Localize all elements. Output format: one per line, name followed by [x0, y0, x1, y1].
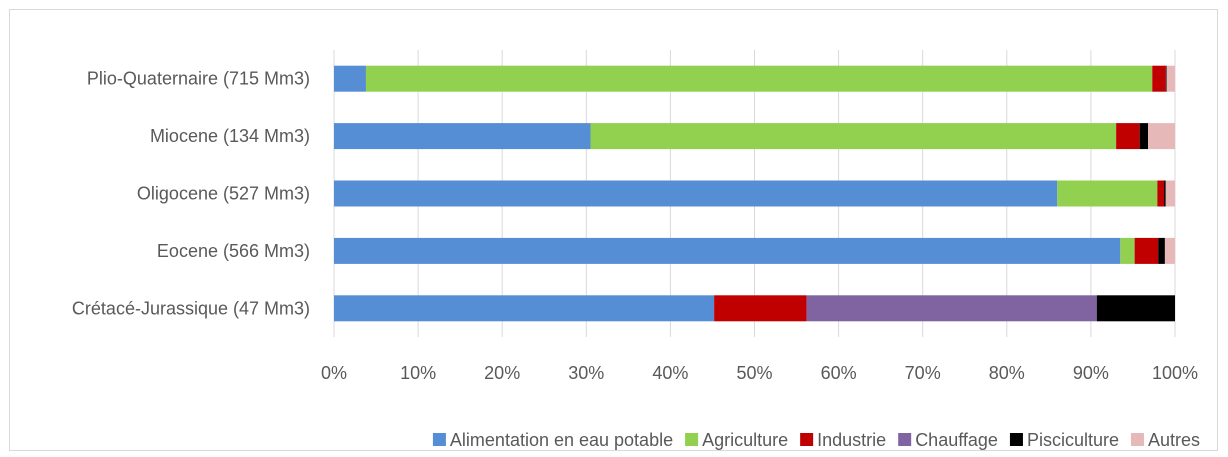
category-label: Miocene (134 Mm3) [150, 126, 310, 146]
legend-item: Alimentation en eau potable [432, 430, 673, 450]
category-label: Plio-Quaternaire (715 Mm3) [87, 69, 310, 89]
x-tick-label: 10% [400, 363, 436, 383]
bar-industrie-0 [1152, 65, 1166, 92]
legend-swatch [898, 433, 912, 446]
x-tick-label: 0% [321, 363, 347, 383]
bar-chauffage-4 [806, 295, 1097, 322]
category-labels: Plio-Quaternaire (715 Mm3) Miocene (134 M… [72, 69, 310, 319]
x-tick-label: 80% [989, 363, 1025, 383]
bar-pisciculture-3 [1158, 237, 1165, 264]
bar-autres-3 [1164, 237, 1175, 264]
legend: Alimentation en eau potable Agriculture In… [432, 430, 1200, 450]
bar-pisciculture-4 [1096, 295, 1175, 322]
legend-label: Agriculture [702, 430, 788, 450]
x-tick-label: 40% [652, 363, 688, 383]
category-label: Eocene (566 Mm3) [157, 241, 310, 261]
legend-item: Industrie [800, 430, 886, 450]
category-label: Oligocene (527 Mm3) [137, 184, 310, 204]
bar-agriculture-3 [1120, 237, 1135, 264]
legend-item: Pisciculture [1009, 430, 1119, 450]
bar-autres-2 [1165, 180, 1175, 207]
legend-item: Autres [1130, 430, 1200, 450]
bars [334, 65, 1175, 322]
bar-autres-0 [1166, 65, 1175, 92]
bar-pisciculture-0 [1165, 65, 1167, 92]
legend-label: Chauffage [915, 430, 998, 450]
bar-alimentation-en-eau-potable-4 [334, 295, 715, 322]
legend-swatch [1130, 433, 1144, 446]
bar-agriculture-1 [590, 123, 1117, 150]
x-tick-labels: 0% 10% 20% 30% 40% 50% 60% 70% 80% 90% 100% [321, 363, 1198, 383]
x-tick-label: 70% [905, 363, 941, 383]
x-tick-label: 50% [736, 363, 772, 383]
bar-alimentation-en-eau-potable-2 [334, 180, 1058, 207]
legend-swatch [800, 433, 814, 446]
bar-industrie-3 [1134, 237, 1159, 264]
category-label: Crétacé-Jurassique (47 Mm3) [72, 298, 310, 318]
x-tick-label: 100% [1152, 363, 1198, 383]
bar-pisciculture-2 [1164, 180, 1166, 207]
legend-swatch [685, 433, 699, 446]
bar-alimentation-en-eau-potable-3 [334, 237, 1121, 264]
legend-item: Chauffage [898, 430, 998, 450]
x-tick-label: 60% [821, 363, 857, 383]
bar-industrie-2 [1157, 180, 1165, 207]
bar-pisciculture-1 [1139, 123, 1149, 150]
legend-label: Industrie [817, 430, 886, 450]
x-tick-label: 90% [1073, 363, 1109, 383]
bar-industrie-4 [714, 295, 807, 322]
legend-label: Pisciculture [1027, 430, 1119, 450]
legend-item: Agriculture [685, 430, 788, 450]
bar-alimentation-en-eau-potable-1 [334, 123, 591, 150]
legend-swatch [1009, 433, 1023, 446]
bar-industrie-1 [1116, 123, 1140, 150]
legend-label: Alimentation en eau potable [450, 430, 673, 450]
legend-swatch [432, 433, 446, 446]
x-tick-label: 20% [484, 363, 520, 383]
x-tick-label: 30% [568, 363, 604, 383]
bar-agriculture-2 [1057, 180, 1158, 207]
bar-alimentation-en-eau-potable-0 [334, 65, 366, 92]
bar-autres-1 [1148, 123, 1175, 150]
bar-agriculture-0 [365, 65, 1153, 92]
legend-label: Autres [1148, 430, 1200, 450]
